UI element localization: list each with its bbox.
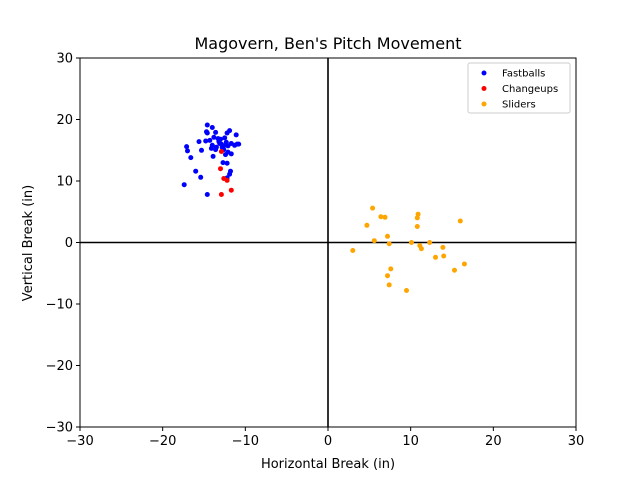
data-point-sliders	[452, 267, 457, 273]
data-point-sliders	[370, 205, 376, 211]
data-point-fastballs	[199, 147, 204, 153]
data-point-sliders	[364, 222, 370, 228]
data-point-fastballs	[213, 147, 219, 153]
data-point-fastballs	[210, 153, 216, 159]
data-point-sliders	[350, 248, 356, 253]
y-tick-label: −20	[46, 359, 73, 374]
data-point-fastballs	[211, 134, 217, 140]
x-tick-label: −30	[66, 434, 93, 449]
data-point-sliders	[461, 261, 467, 267]
y-axis-label: Vertical Break (in)	[21, 185, 36, 301]
data-point-sliders	[433, 254, 438, 260]
data-point-sliders	[388, 266, 394, 272]
data-point-fastballs	[185, 148, 190, 154]
data-point-fastballs	[184, 144, 190, 150]
y-tick-label: 10	[56, 175, 73, 190]
data-point-sliders	[440, 244, 446, 250]
x-tick-label: −10	[232, 434, 259, 449]
data-point-fastballs	[228, 151, 234, 157]
data-point-fastballs	[188, 155, 194, 161]
data-point-sliders	[385, 233, 390, 239]
data-point-sliders	[418, 246, 424, 252]
y-tick-label: 0	[65, 236, 73, 251]
data-point-sliders	[386, 241, 392, 247]
data-point-fastballs	[227, 171, 233, 177]
data-point-sliders	[404, 288, 409, 293]
data-point-fastballs	[222, 135, 228, 141]
data-point-fastballs	[198, 174, 204, 180]
data-point-fastballs	[204, 122, 210, 128]
data-point-sliders	[427, 240, 433, 245]
x-tick-label: 20	[485, 434, 502, 449]
data-point-fastballs	[224, 130, 230, 136]
data-point-sliders	[378, 214, 384, 220]
data-point-sliders	[414, 224, 420, 229]
data-point-sliders	[409, 240, 414, 245]
legend-box	[467, 62, 571, 114]
legend-marker-fastballs	[481, 70, 487, 76]
plot-area: −30 −20 −10 0 10 20 30 −30 −20 −10 0 10 20 30	[46, 52, 585, 450]
data-point-changeups	[218, 149, 224, 154]
data-point-fastballs	[207, 137, 213, 143]
data-point-fastballs	[213, 129, 219, 135]
data-point-fastballs	[193, 168, 199, 174]
data-point-sliders	[382, 214, 388, 220]
data-point-changeups	[218, 166, 223, 172]
data-point-fastballs	[181, 182, 187, 188]
data-point-fastballs	[225, 143, 231, 149]
data-point-fastballs	[218, 136, 223, 142]
legend-marker-changeups	[481, 86, 487, 91]
data-point-fastballs	[204, 130, 210, 136]
x-tick-label: 0	[324, 434, 332, 449]
x-tick-label: −20	[149, 434, 176, 449]
legend-label-sliders: Sliders	[502, 100, 536, 111]
x-tick-label: 10	[402, 434, 419, 449]
data-point-sliders	[441, 253, 447, 259]
data-point-fastballs	[220, 160, 226, 166]
data-point-sliders	[385, 273, 390, 279]
data-point-changeups	[218, 192, 224, 197]
data-point-changeups	[224, 177, 230, 183]
x-tick-label: 30	[568, 434, 585, 449]
y-tick-label: −30	[46, 421, 73, 436]
legend: Fastballs Changeups Sliders	[467, 62, 571, 114]
data-point-sliders	[371, 238, 377, 244]
legend-label-changeups: Changeups	[502, 84, 558, 95]
data-point-fastballs	[224, 160, 230, 166]
data-point-fastballs	[233, 132, 239, 138]
data-point-fastballs	[204, 192, 210, 197]
legend-label-fastballs: Fastballs	[502, 69, 545, 80]
data-point-fastballs	[209, 125, 215, 130]
data-point-fastballs	[223, 152, 228, 158]
data-point-fastballs	[208, 145, 214, 151]
data-point-fastballs	[196, 139, 202, 145]
data-point-sliders	[386, 282, 392, 288]
x-axis-label: Horizontal Break (in)	[261, 457, 395, 472]
data-point-fastballs	[221, 143, 227, 149]
y-tick-label: 20	[56, 113, 73, 128]
legend-marker-sliders	[481, 101, 487, 107]
y-tick-label: 30	[56, 52, 73, 67]
data-point-changeups	[228, 187, 234, 193]
data-point-fastballs	[203, 138, 209, 144]
y-tick-label: −10	[46, 298, 73, 313]
data-point-sliders	[414, 215, 420, 221]
data-point-fastballs	[236, 141, 242, 147]
chart-title: Magovern, Ben's Pitch Movement	[194, 34, 461, 53]
data-point-sliders	[457, 218, 463, 224]
